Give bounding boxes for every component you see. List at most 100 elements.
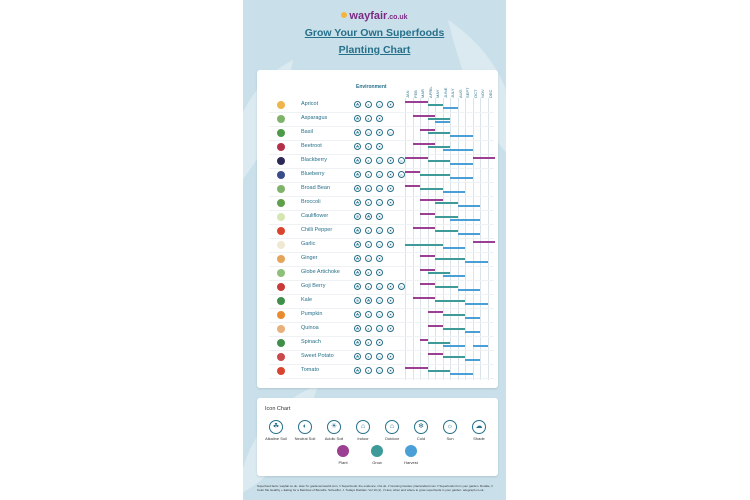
- environment-icon: ⌂: [376, 297, 383, 304]
- plant-bar: [427, 311, 443, 313]
- produce-name: Apricot: [301, 101, 319, 107]
- environment-icon: ⌂: [376, 311, 383, 318]
- outdoor-icon: ⌂: [385, 420, 399, 434]
- environment-icon: ⌂: [376, 227, 383, 234]
- environment-icon: ☘: [354, 115, 361, 122]
- environment-icon: ☘: [354, 255, 361, 262]
- environment-icon: ⌂: [376, 185, 383, 192]
- environment-icon: ◐: [365, 171, 372, 178]
- environment-icon: ☀: [387, 311, 394, 318]
- environment-icon: ❄: [354, 297, 361, 304]
- plant-bar: [420, 283, 435, 285]
- plant-bar: [405, 101, 428, 103]
- produce-name: Basil: [301, 129, 313, 135]
- produce-icon: [277, 353, 285, 361]
- environment-icon: ☀: [387, 185, 394, 192]
- plant-bar: [427, 325, 443, 327]
- month-gridline: [442, 98, 444, 380]
- chart-row: Tomato ☘ ◐ ⌂ ☀: [269, 364, 494, 379]
- environment-icon: ☘: [354, 241, 361, 248]
- plant-bar: [420, 269, 435, 271]
- environment-icon: ☀: [387, 199, 394, 206]
- environment-icon: ☘: [354, 339, 361, 346]
- acidic-soil-icon: ☀: [327, 420, 341, 434]
- plant-bar: [412, 143, 435, 145]
- produce-name: Ginger: [301, 255, 318, 261]
- chart-row: Goji Berry ☘ ◐ ⌂ ☀ ☼: [269, 280, 494, 295]
- plant-bar: [405, 157, 428, 159]
- produce-name: Spinach: [301, 339, 321, 345]
- alkaline-soil-icon: ☘: [269, 420, 283, 434]
- environment-icon: ☼: [398, 157, 405, 164]
- produce-name: Tomato: [301, 367, 320, 373]
- environment-icon: ◐: [365, 367, 372, 374]
- environment-icon: ☘: [354, 199, 361, 206]
- environment-icon: ⌂: [376, 199, 383, 206]
- environment-icon: ⌂: [376, 171, 383, 178]
- harvest-bar: [450, 373, 473, 375]
- produce-icon: [277, 143, 285, 151]
- environment-icon: ☘: [354, 353, 361, 360]
- produce-name: Broad Bean: [301, 185, 331, 191]
- grow-bar: [435, 300, 465, 302]
- brand-logo[interactable]: wayfair.co.uk: [243, 10, 506, 22]
- environment-icon: ◐: [365, 101, 372, 108]
- environment-icon: ☀: [387, 297, 394, 304]
- chart-row: Chilli Pepper ☘ ◐ ⌂ ☀: [269, 224, 494, 239]
- environment-icon: ☘: [354, 227, 361, 234]
- environment-icon: ☘: [354, 185, 361, 192]
- icon-label: Shade: [473, 436, 485, 441]
- harvest-bar: [435, 121, 450, 123]
- month-label: DEC: [487, 89, 493, 98]
- month-gridline: [480, 98, 481, 380]
- grow-bar: [427, 118, 450, 120]
- month-gridline: [420, 98, 421, 380]
- plant-bar: [405, 367, 428, 369]
- environment-icon: ◐: [365, 115, 372, 122]
- month-gridline: [412, 98, 414, 380]
- produce-icon: [277, 367, 285, 375]
- environment-icon: ❄: [354, 213, 361, 220]
- produce-name: Globe Artichoke: [301, 269, 340, 275]
- harvest-bar: [450, 135, 473, 137]
- grow-bar: [427, 342, 450, 344]
- icon-label: Sun: [446, 436, 454, 441]
- icon-label: Alkaline Soil: [265, 436, 287, 441]
- grow-bar: [442, 356, 465, 358]
- month-gridline: [457, 98, 459, 380]
- produce-name: Pumpkin: [301, 311, 323, 317]
- grow-bar: [405, 244, 443, 246]
- environment-icon: ☀: [376, 115, 383, 122]
- produce-icon: [277, 213, 285, 221]
- chart-row: Spinach ☘ ◐ ☀: [269, 336, 494, 351]
- month-gridline: [472, 98, 474, 380]
- harvest-bar: [472, 345, 488, 347]
- icon-label: Indoor: [357, 436, 369, 441]
- produce-icon: [277, 297, 285, 305]
- harvest-bar: [457, 289, 480, 291]
- chart-row: Blackberry ☘ ◐ ⌂ ☀ ☼: [269, 154, 494, 169]
- harvest-bar: [450, 163, 473, 165]
- produce-icon: [277, 101, 285, 109]
- produce-name: Quinoa: [301, 325, 319, 331]
- environment-icon: ◐: [365, 199, 372, 206]
- legend-label: Plant: [338, 460, 348, 465]
- plant-bar: [412, 227, 435, 229]
- chart-row: Apricot ☘ ◐ ⌂ ☀: [269, 98, 494, 113]
- plant-bar: [472, 157, 495, 159]
- grow-bar: [442, 314, 465, 316]
- produce-icon: [277, 325, 285, 333]
- chart-row: Kale ❄ ☘ ⌂ ☀: [269, 294, 494, 309]
- produce-icon: [277, 227, 285, 235]
- grow-bar: [427, 160, 450, 162]
- environment-icon: ☀: [387, 241, 394, 248]
- icon-label: Outdoor: [384, 436, 400, 441]
- environment-icon: ⌂: [376, 101, 383, 108]
- environment-icon: ☀: [387, 227, 394, 234]
- environment-icon: ☀: [387, 157, 394, 164]
- environment-icon: ☘: [365, 213, 372, 220]
- harvest-bar: [442, 107, 458, 109]
- produce-name: Broccoli: [301, 199, 321, 205]
- environment-icon: ☀: [376, 255, 383, 262]
- produce-name: Garlic: [301, 241, 316, 247]
